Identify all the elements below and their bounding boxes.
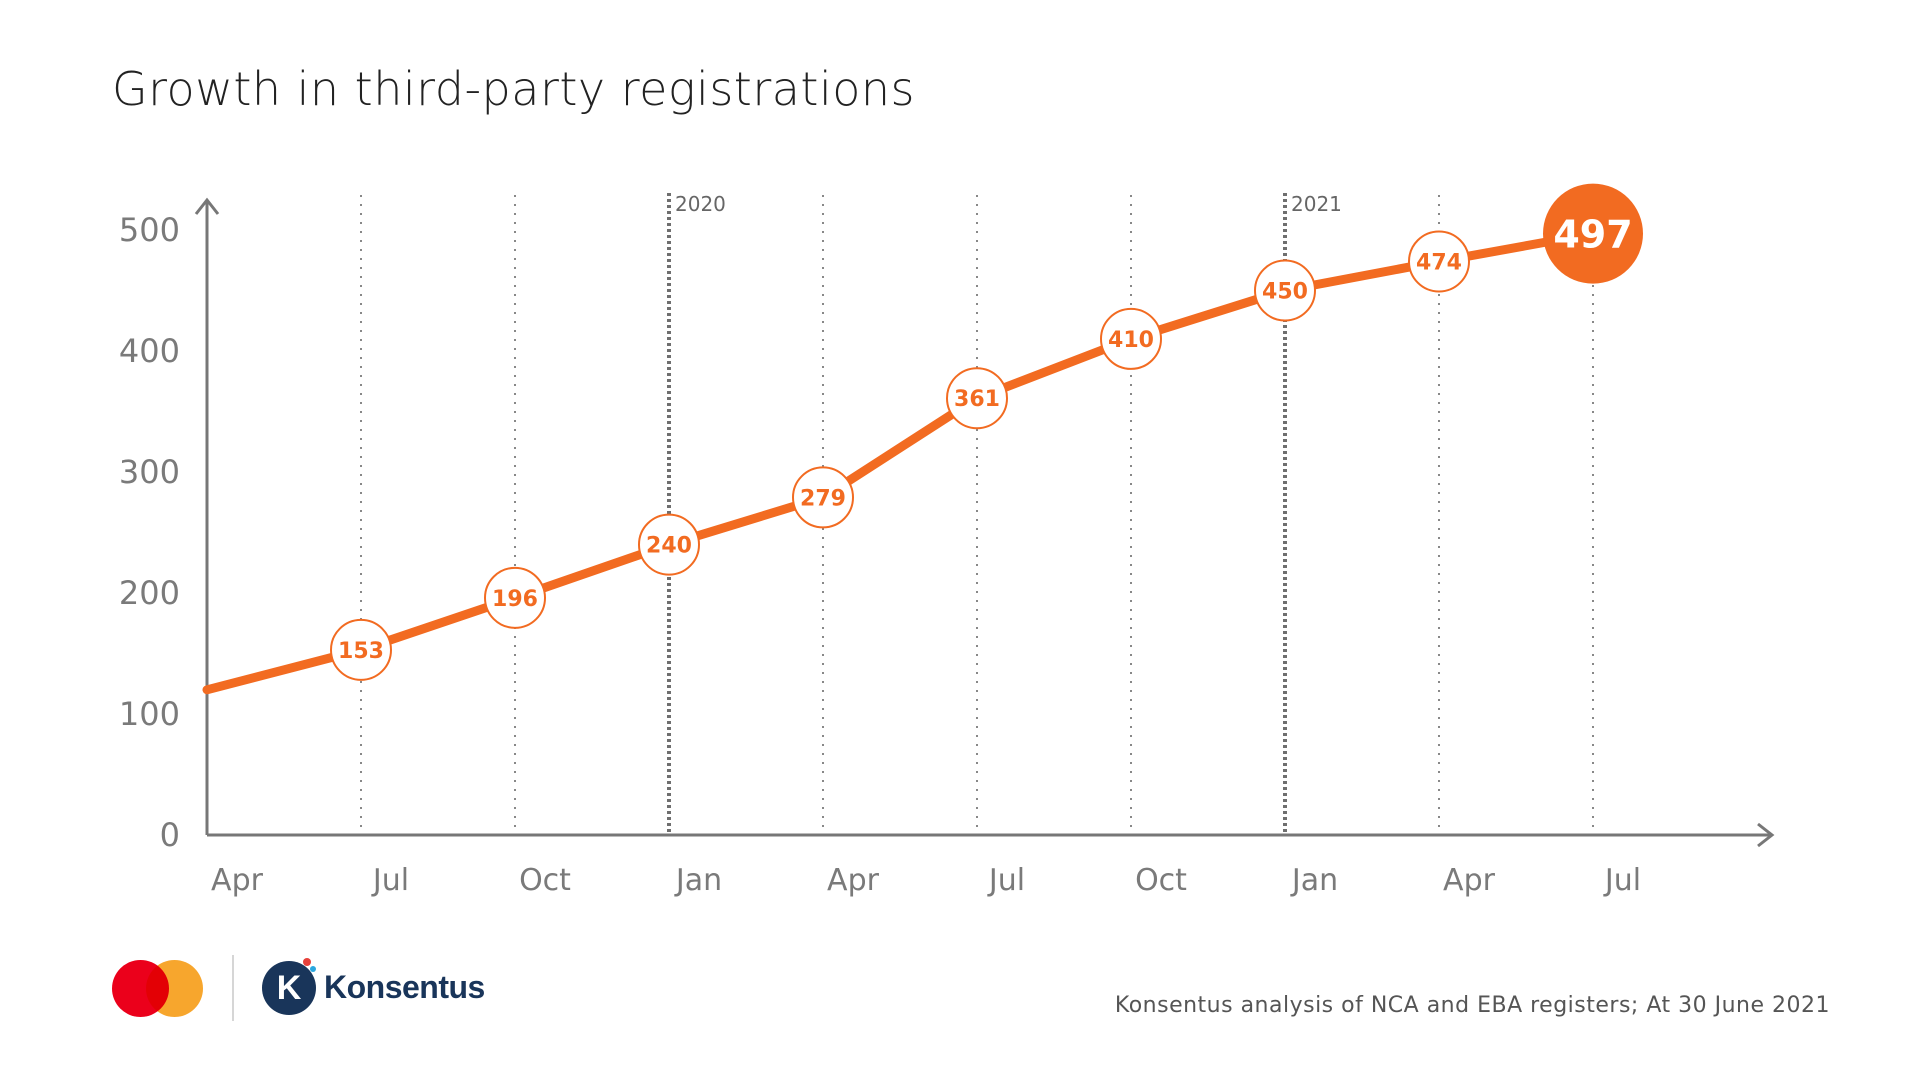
x-tick-label: Jan bbox=[674, 863, 722, 898]
data-point bbox=[946, 367, 1008, 430]
y-tick-label: 400 bbox=[119, 332, 180, 370]
y-tick-label: 200 bbox=[119, 574, 180, 612]
mastercard-logo-yellow-circle bbox=[146, 960, 203, 1017]
logo-bar: K Konsentus bbox=[112, 955, 512, 1025]
data-label: 240 bbox=[646, 534, 692, 559]
data-point bbox=[1408, 230, 1470, 293]
data-label: 474 bbox=[1416, 250, 1462, 275]
x-axis-arrow bbox=[1757, 822, 1775, 848]
data-point bbox=[1254, 259, 1316, 322]
data-label: 279 bbox=[800, 486, 846, 511]
data-label: 361 bbox=[954, 387, 1000, 412]
data-point-highlight bbox=[1543, 183, 1643, 284]
x-tick-label: Jul bbox=[987, 863, 1025, 898]
x-tick-label: Apr bbox=[211, 863, 264, 898]
chart-title: Growth in third-party registrations bbox=[112, 62, 916, 116]
x-tick-label: Jul bbox=[1603, 863, 1641, 898]
year-marker-label: 2021 bbox=[1291, 192, 1342, 216]
x-tick-label: Jan bbox=[1290, 863, 1338, 898]
konsentus-logo-badge bbox=[262, 961, 316, 1015]
data-point bbox=[330, 618, 392, 681]
data-point bbox=[484, 566, 546, 629]
x-tick-label: Apr bbox=[827, 863, 880, 898]
y-tick-label: 500 bbox=[119, 211, 180, 249]
data-label: 450 bbox=[1262, 280, 1308, 305]
data-label: 153 bbox=[338, 639, 384, 664]
line-chart: 2020 2021 0 100 200 300 400 500 Apr Jul Oct Jan Apr J… bbox=[119, 183, 1775, 898]
konsentus-logo-letter: K bbox=[276, 969, 302, 1007]
konsentus-logo-dot-red bbox=[303, 958, 311, 966]
series-line bbox=[202, 229, 1598, 695]
x-tick-label: Apr bbox=[1443, 863, 1496, 898]
x-tick-label: Oct bbox=[519, 863, 571, 898]
y-tick-label: 0 bbox=[160, 816, 180, 854]
x-tick-label: Jul bbox=[371, 863, 409, 898]
x-tick-label: Oct bbox=[1135, 863, 1187, 898]
data-point bbox=[638, 513, 700, 576]
data-point bbox=[792, 466, 854, 529]
y-tick-label: 100 bbox=[119, 695, 180, 733]
data-label: 410 bbox=[1108, 328, 1154, 353]
y-axis-arrow bbox=[194, 197, 220, 215]
y-tick-label: 300 bbox=[119, 453, 180, 491]
logo-divider bbox=[232, 955, 234, 1021]
source-note: Konsentus analysis of NCA and EBA regist… bbox=[1114, 993, 1830, 1018]
data-label: 196 bbox=[492, 587, 538, 612]
year-marker-label: 2020 bbox=[675, 192, 726, 216]
konsentus-logo-dot-blue bbox=[310, 966, 316, 972]
data-point bbox=[1100, 307, 1162, 370]
data-label: 497 bbox=[1553, 213, 1632, 257]
konsentus-logo-wordmark: Konsentus bbox=[324, 969, 485, 1005]
